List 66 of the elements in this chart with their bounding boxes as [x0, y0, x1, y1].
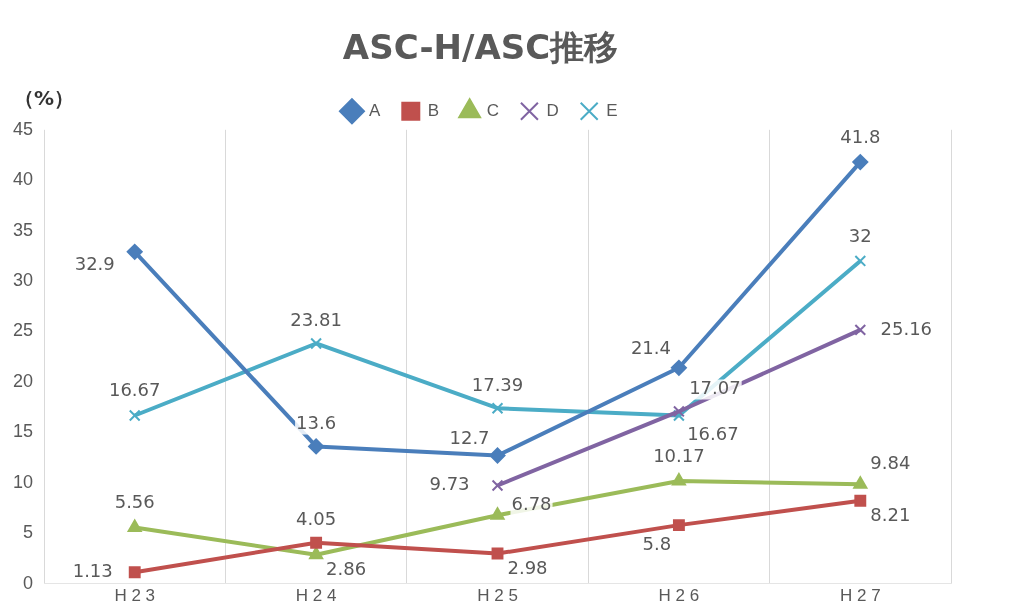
- data-label: 1.13: [72, 559, 113, 581]
- x-tick-label: H 2 6: [658, 586, 700, 606]
- y-tick-label: 40: [12, 169, 34, 190]
- y-tick-label: 25: [12, 320, 34, 341]
- point: [854, 323, 867, 336]
- data-label: 5.8: [642, 532, 672, 554]
- data-label: 9.73: [429, 473, 470, 495]
- legend-label: C: [486, 100, 499, 120]
- y-axis-title: （%）: [14, 86, 75, 111]
- data-label: 16.67: [687, 423, 739, 445]
- point: [854, 254, 867, 267]
- point: [491, 402, 504, 415]
- y-tick-label: 10: [12, 471, 34, 492]
- x-tick-label: H 2 7: [839, 586, 881, 606]
- point: [308, 438, 325, 455]
- y-tick-label: 45: [12, 118, 34, 139]
- data-label: 12.7: [449, 427, 490, 449]
- y-tick-label: 20: [12, 370, 34, 391]
- point: [854, 494, 867, 507]
- data-label: 25.16: [880, 317, 933, 339]
- data-label: 5.56: [114, 491, 155, 513]
- data-label: 32.9: [74, 253, 115, 275]
- point: [489, 447, 506, 464]
- point: [127, 519, 142, 533]
- data-label: 6.78: [511, 492, 552, 514]
- data-label: 32: [848, 224, 872, 246]
- point: [126, 243, 143, 260]
- y-tick-label: 30: [12, 270, 34, 291]
- data-label: 9.84: [870, 452, 911, 474]
- chart-title: ASC-H/ASC推移: [342, 27, 619, 68]
- data-label: 17.39: [471, 373, 524, 395]
- data-label: 21.4: [630, 337, 671, 359]
- x-tick-label: H 2 5: [477, 586, 518, 606]
- point: [672, 405, 685, 418]
- point: [672, 519, 685, 532]
- point: [853, 476, 868, 489]
- point: [852, 154, 869, 171]
- data-label: 16.67: [108, 379, 161, 401]
- data-label: 10.17: [653, 444, 705, 466]
- point: [490, 507, 505, 520]
- legend-label: D: [546, 100, 559, 120]
- point: [310, 337, 323, 350]
- data-label: 41.8: [840, 125, 881, 147]
- legend-label: E: [606, 100, 618, 120]
- data-label: 8.21: [870, 504, 911, 526]
- legend-label: B: [427, 100, 440, 120]
- data-label: 17.07: [689, 377, 741, 399]
- point: [670, 359, 687, 376]
- point: [491, 479, 504, 492]
- data-label: 2.86: [326, 558, 367, 580]
- y-tick-label: 35: [12, 219, 34, 240]
- point: [128, 409, 141, 422]
- x-tick-label: H 2 4: [295, 586, 337, 606]
- y-tick-label: 5: [23, 522, 34, 543]
- data-label: 13.6: [296, 412, 337, 434]
- point: [309, 546, 324, 560]
- data-label: 23.81: [290, 309, 342, 331]
- point: [128, 566, 141, 579]
- point: [310, 536, 323, 549]
- y-tick-label: 15: [12, 421, 34, 442]
- data-label: 2.98: [507, 557, 548, 579]
- data-label: 4.05: [296, 508, 337, 530]
- point: [671, 473, 686, 486]
- x-tick-label: H 2 3: [114, 586, 156, 606]
- y-tick-label: 0: [23, 572, 34, 593]
- legend-label: A: [368, 100, 381, 120]
